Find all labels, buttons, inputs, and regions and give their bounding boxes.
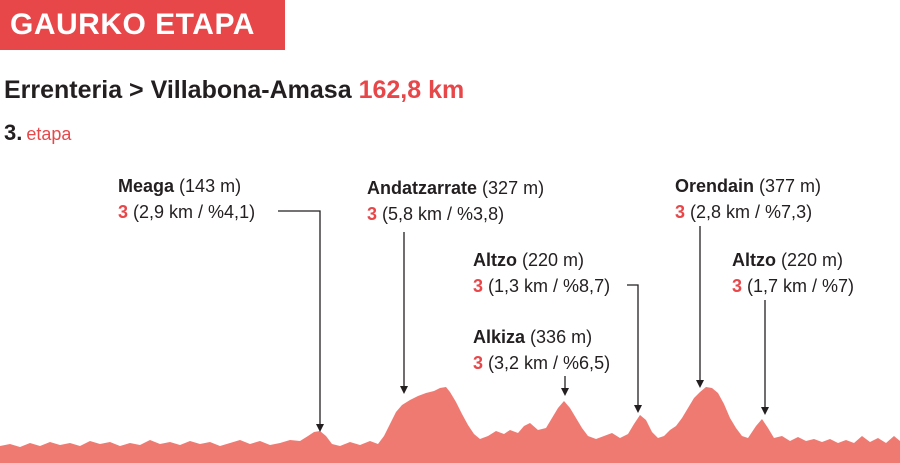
climb-details: (3,2 km / %6,5) bbox=[488, 353, 611, 373]
climb-details: (1,7 km / %7) bbox=[747, 276, 855, 296]
leader-lines bbox=[278, 210, 766, 426]
climb-details: (5,8 km / %3,8) bbox=[382, 204, 505, 224]
arrow-altzo-2 bbox=[761, 407, 769, 415]
climb-category: 3 bbox=[367, 204, 378, 224]
leader-line-altzo-1 bbox=[627, 284, 639, 408]
climb-label-alkiza: Alkiza (336 m) 3 (3,2 km / %6,5) bbox=[473, 324, 610, 376]
climb-label-altzo-2: Altzo (220 m) 3 (1,7 km / %7) bbox=[732, 247, 854, 299]
elevation-area bbox=[0, 387, 900, 463]
stage-word: etapa bbox=[26, 124, 72, 144]
climb-altitude: (143 m) bbox=[179, 176, 242, 196]
climb-category: 3 bbox=[118, 202, 129, 222]
climb-label-meaga: Meaga (143 m) 3 (2,9 km / %4,1) bbox=[118, 173, 255, 225]
climb-name: Andatzarrate bbox=[367, 178, 478, 198]
climb-category: 3 bbox=[473, 353, 484, 373]
climb-category: 3 bbox=[473, 276, 484, 296]
climb-altitude: (377 m) bbox=[759, 176, 822, 196]
climb-altitude: (220 m) bbox=[781, 250, 844, 270]
route-text: Errenteria > Villabona-Amasa bbox=[4, 76, 352, 104]
climb-name: Altzo bbox=[473, 250, 517, 270]
arrow-altzo-1 bbox=[634, 405, 642, 413]
climb-label-andatzarrate: Andatzarrate (327 m) 3 (5,8 km / %3,8) bbox=[367, 175, 544, 227]
climb-name: Altzo bbox=[732, 250, 776, 270]
climb-name: Alkiza bbox=[473, 327, 526, 347]
climb-label-orendain: Orendain (377 m) 3 (2,8 km / %7,3) bbox=[675, 173, 821, 225]
climb-details: (2,8 km / %7,3) bbox=[690, 202, 813, 222]
climb-altitude: (220 m) bbox=[522, 250, 585, 270]
climb-name: Orendain bbox=[675, 176, 755, 196]
climb-details: (1,3 km / %8,7) bbox=[488, 276, 611, 296]
climb-altitude: (336 m) bbox=[530, 327, 593, 347]
arrow-alkiza bbox=[561, 388, 569, 396]
arrow-orendain bbox=[696, 380, 704, 388]
arrow-meaga bbox=[316, 424, 324, 432]
climb-label-altzo-1: Altzo (220 m) 3 (1,3 km / %8,7) bbox=[473, 247, 610, 299]
climb-altitude: (327 m) bbox=[482, 178, 545, 198]
arrow-andatzarrate bbox=[400, 386, 408, 394]
section-badge: GAURKO ETAPA bbox=[0, 0, 285, 50]
climb-name: Meaga bbox=[118, 176, 175, 196]
stage-number: 3. bbox=[4, 120, 23, 145]
leader-line-meaga bbox=[278, 210, 321, 426]
route-title: Errenteria > Villabona-Amasa 162,8 km bbox=[4, 76, 464, 105]
leader-arrowheads bbox=[316, 380, 769, 432]
climb-category: 3 bbox=[732, 276, 743, 296]
route-distance: 162,8 km bbox=[358, 76, 465, 104]
climb-category: 3 bbox=[675, 202, 686, 222]
stage-label: 3. etapa bbox=[4, 120, 71, 146]
climb-details: (2,9 km / %4,1) bbox=[133, 202, 256, 222]
